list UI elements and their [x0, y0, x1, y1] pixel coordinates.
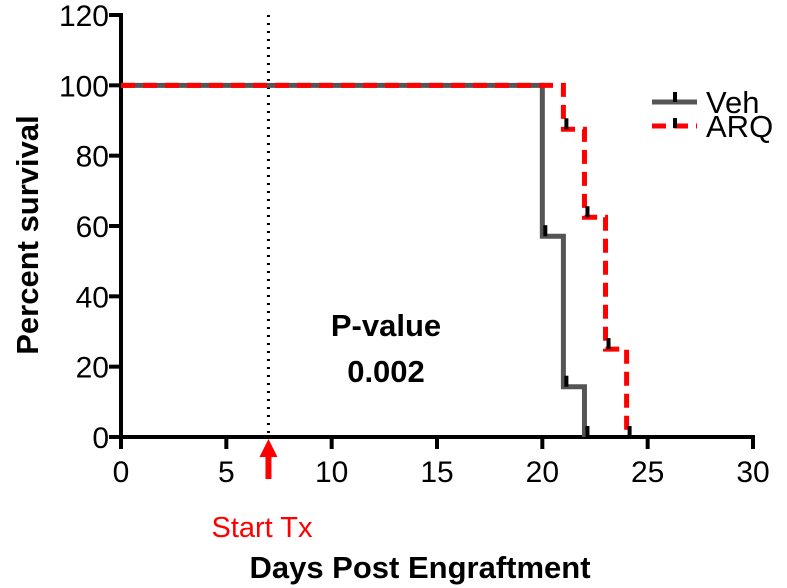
y-tick-label: 60 [76, 211, 109, 244]
x-tick-label: 30 [736, 456, 769, 489]
y-tick-label: 40 [76, 281, 109, 314]
x-tick-label: 0 [113, 456, 130, 489]
x-tick-label: 20 [526, 456, 559, 489]
legend-veh-label: Veh [706, 85, 759, 120]
legend-arq-label: ARQ [706, 109, 773, 144]
y-tick-label: 80 [76, 141, 109, 174]
x-tick-label: 15 [420, 456, 453, 489]
y-tick-label: 20 [76, 352, 109, 385]
series-arq-curve [121, 82, 630, 437]
y-axis-title: Percent survival [10, 115, 45, 355]
start-tx-label: Start Tx [212, 512, 313, 544]
legend: Veh ARQ [652, 85, 773, 144]
y-tick-label: 120 [59, 0, 109, 33]
pvalue-label: P-value [331, 308, 441, 343]
y-tick-label: 100 [59, 70, 109, 103]
y-tick-label: 0 [92, 422, 109, 455]
x-tick-label: 10 [315, 456, 348, 489]
x-axis-title: Days Post Engraftment [249, 550, 590, 585]
pvalue-value: 0.002 [347, 354, 425, 389]
treatment-arrow-head [259, 439, 278, 457]
x-tick-label: 5 [218, 456, 235, 489]
x-tick-label: 25 [631, 456, 664, 489]
